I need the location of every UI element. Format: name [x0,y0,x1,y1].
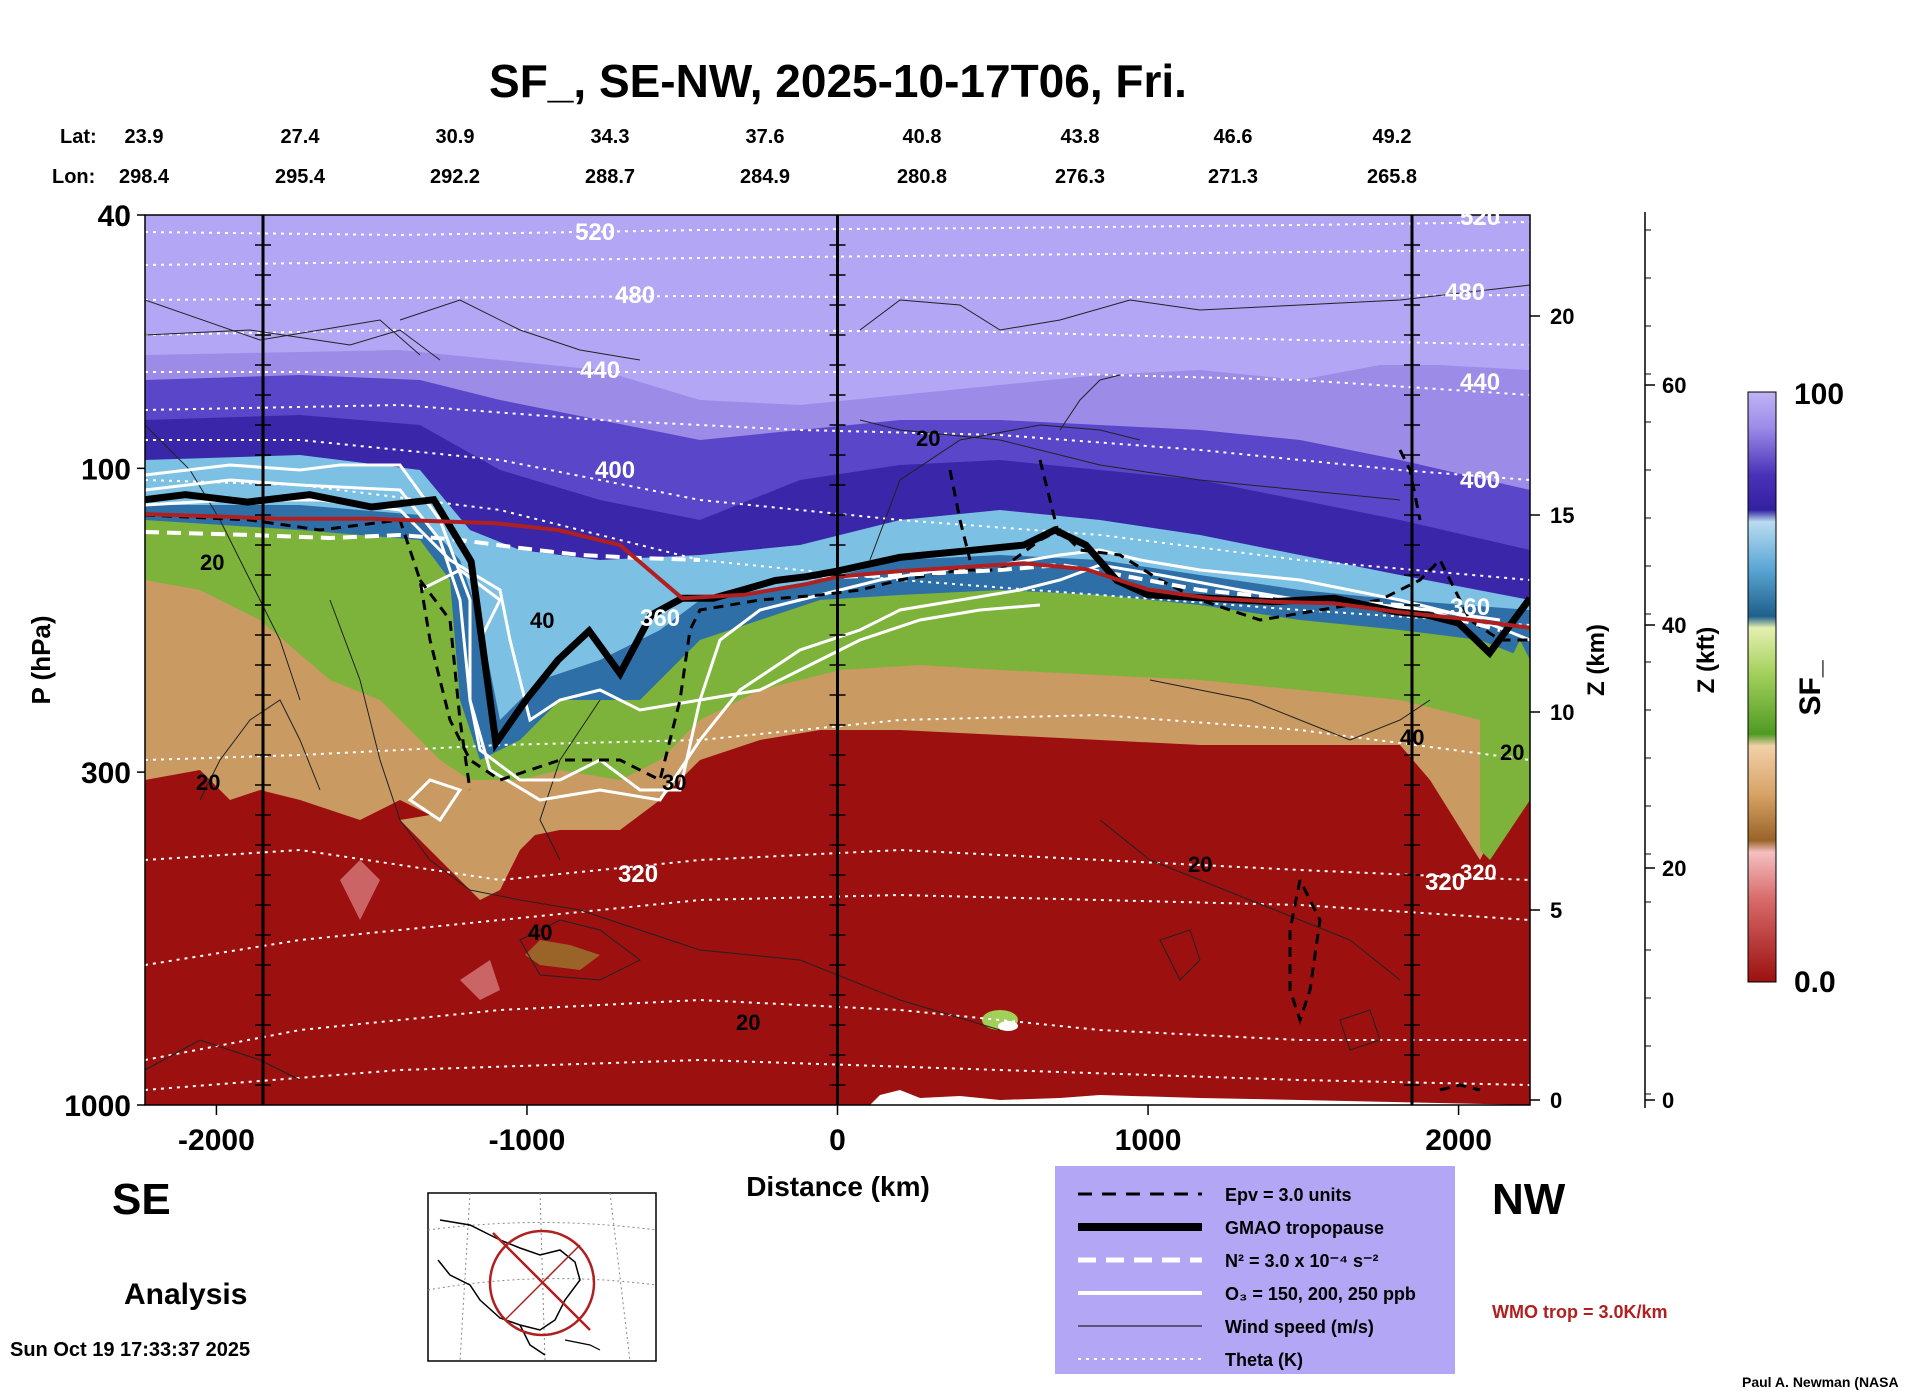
lon-value: 288.7 [585,166,635,188]
theta-lines [145,221,1530,1091]
legend-label: Theta (K) [1225,1350,1303,1370]
lat-value: 27.4 [281,126,321,148]
lon-value: 298.4 [119,166,170,188]
lon-value: 265.8 [1367,166,1417,188]
lat-value: 49.2 [1373,126,1412,148]
theta-label: 440 [1460,369,1500,396]
theta-label: 400 [595,457,635,484]
theta-label: 440 [580,357,620,384]
theta-label: 400 [1460,467,1500,494]
lon-value: 271.3 [1208,166,1258,188]
theta-label: 480 [1445,279,1485,306]
wind-label: 40 [528,920,552,945]
x-tick-label: -2000 [178,1124,255,1157]
lat-lon-header: 23.9 27.4 30.9 34.3 37.6 40.8 43.8 46.6 49.2 298.… [119,126,1417,188]
theta-label: 360 [640,605,680,632]
legend-label: Epv = 3.0 units [1225,1185,1352,1205]
lon-value: 280.8 [897,166,947,188]
section-lines [255,215,1420,1105]
legend-label: O₃ = 150, 200, 250 ppb [1225,1284,1416,1304]
z-kft-axis-title: Z (kft) [1693,627,1720,694]
lat-value: 46.6 [1214,126,1253,148]
theta-label: 320 [1425,869,1465,896]
y-tick-label: 40 [98,200,131,233]
y-axis-title: P (hPa) [26,615,56,704]
lat-value: 37.6 [746,126,785,148]
theta-label: 320 [1460,860,1497,885]
lon-row-label: Lon: [52,166,95,188]
x-axis-title: Distance (km) [746,1171,930,1202]
wmo-trop-label: WMO trop = 3.0K/km [1492,1302,1668,1322]
lat-value: 43.8 [1061,126,1100,148]
inset-map [427,1192,657,1362]
z-km-tick-label: 20 [1550,304,1574,329]
z-kft-tick-label: 60 [1662,373,1686,398]
lat-value: 34.3 [591,126,630,148]
z-km-tick-label: 10 [1550,700,1574,725]
y-tick-label: 1000 [64,1090,131,1123]
z-kft-tick-label: 0 [1662,1088,1674,1113]
lon-value: 284.9 [740,166,790,188]
legend-label: GMAO tropopause [1225,1218,1384,1238]
wind-label: 30 [662,770,686,795]
timestamp: Sun Oct 19 17:33:37 2025 [10,1339,250,1361]
y-tick-label: 100 [81,453,131,486]
lat-value: 40.8 [903,126,942,148]
colorbar-max-label: 100 [1794,378,1844,411]
epv-contours [145,449,1530,1092]
analysis-label: Analysis [124,1278,247,1311]
wind-label: 20 [736,1010,760,1035]
legend-label: Wind speed (m/s) [1225,1317,1374,1337]
chart-title: SF_, SE-NW, 2025-10-17T06, Fri. [489,55,1187,107]
theta-label: 520 [1460,204,1500,231]
direction-se: SE [112,1175,171,1224]
theta-label: 480 [615,282,655,309]
wind-label: 20 [1188,852,1212,877]
legend: Epv = 3.0 units GMAO tropopause N² = 3.0 x… [1055,1166,1455,1374]
y-tick-label: 300 [81,757,131,790]
x-tick-label: 1000 [1115,1124,1182,1157]
gmao-tropopause-line [145,491,1530,753]
z-km-tick-label: 0 [1550,1088,1562,1113]
axes: 40 100 300 1000 -2000 -1000 0 1000 2000 0 5 10 15 20 0… [64,200,1686,1157]
direction-nw: NW [1492,1175,1566,1224]
legend-label: N² = 3.0 x 10⁻⁴ s⁻² [1225,1251,1378,1271]
wind-label: 20 [200,550,224,575]
wind-label: 40 [530,608,554,633]
credit: Paul A. Newman (NASA [1742,1374,1899,1390]
lat-value: 30.9 [436,126,475,148]
z-kft-tick-label: 40 [1662,613,1686,638]
x-tick-label: 2000 [1425,1124,1492,1157]
lon-value: 295.4 [275,166,326,188]
x-tick-label: 0 [829,1124,846,1157]
wind-label: 20 [196,770,220,795]
theta-label: 520 [575,219,615,246]
lon-value: 292.2 [430,166,480,188]
colorbar-min-label: 0.0 [1794,966,1836,999]
lat-row-label: Lat: [60,126,97,148]
lat-value: 23.9 [125,126,164,148]
z-km-tick-label: 15 [1550,503,1574,528]
colorbar-title: SF_ [1794,660,1827,715]
theta-label: 360 [1450,594,1490,621]
colorbar [1747,391,1777,983]
z-km-axis-title: Z (km) [1583,624,1610,696]
lon-value: 276.3 [1055,166,1105,188]
wind-label: 20 [1500,740,1524,765]
wind-label: 40 [1400,725,1424,750]
wind-speed-contours [145,284,1530,1081]
z-kft-tick-label: 20 [1662,856,1686,881]
z-km-tick-label: 5 [1550,898,1562,923]
wind-label: 20 [916,426,940,451]
x-tick-label: -1000 [489,1124,566,1157]
theta-label: 320 [618,861,658,888]
